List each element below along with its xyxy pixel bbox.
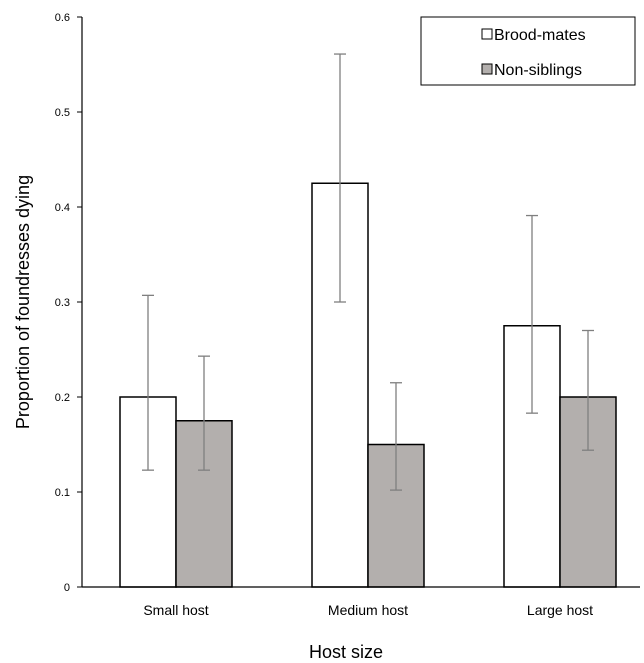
legend-box	[420, 16, 636, 86]
legend-label-brood-mates: Brood-mates	[494, 27, 586, 44]
x-category-label: Medium host	[328, 602, 408, 618]
y-axis-title: Proportion of foundresses dying	[13, 175, 33, 429]
legend-label-non-siblings: Non-siblings	[494, 62, 582, 79]
y-tick-label: 0.5	[55, 107, 70, 119]
y-tick-label: 0.4	[55, 202, 70, 214]
x-category-label: Small host	[143, 602, 208, 618]
y-tick-label: 0.6	[55, 12, 70, 24]
y-tick-label: 0.3	[55, 297, 70, 309]
legend-swatch-non-siblings	[481, 63, 493, 75]
bars-layer	[119, 182, 617, 588]
error-bars-layer	[142, 53, 594, 491]
legend: Brood-mates Non-siblings	[420, 16, 636, 86]
y-tick-label: 0.2	[55, 392, 70, 404]
x-category-labels: Small host Medium host Large host	[143, 602, 593, 618]
y-tick-label: 0.1	[55, 487, 70, 499]
legend-swatch-brood-mates	[481, 28, 493, 40]
y-ticks: 0 0.1 0.2 0.3 0.4 0.5 0.6	[55, 12, 82, 594]
x-category-label: Large host	[527, 602, 593, 618]
y-tick-label: 0	[64, 582, 70, 594]
x-axis-title: Host size	[309, 642, 383, 662]
bar-non-siblings-small-host	[175, 420, 233, 588]
